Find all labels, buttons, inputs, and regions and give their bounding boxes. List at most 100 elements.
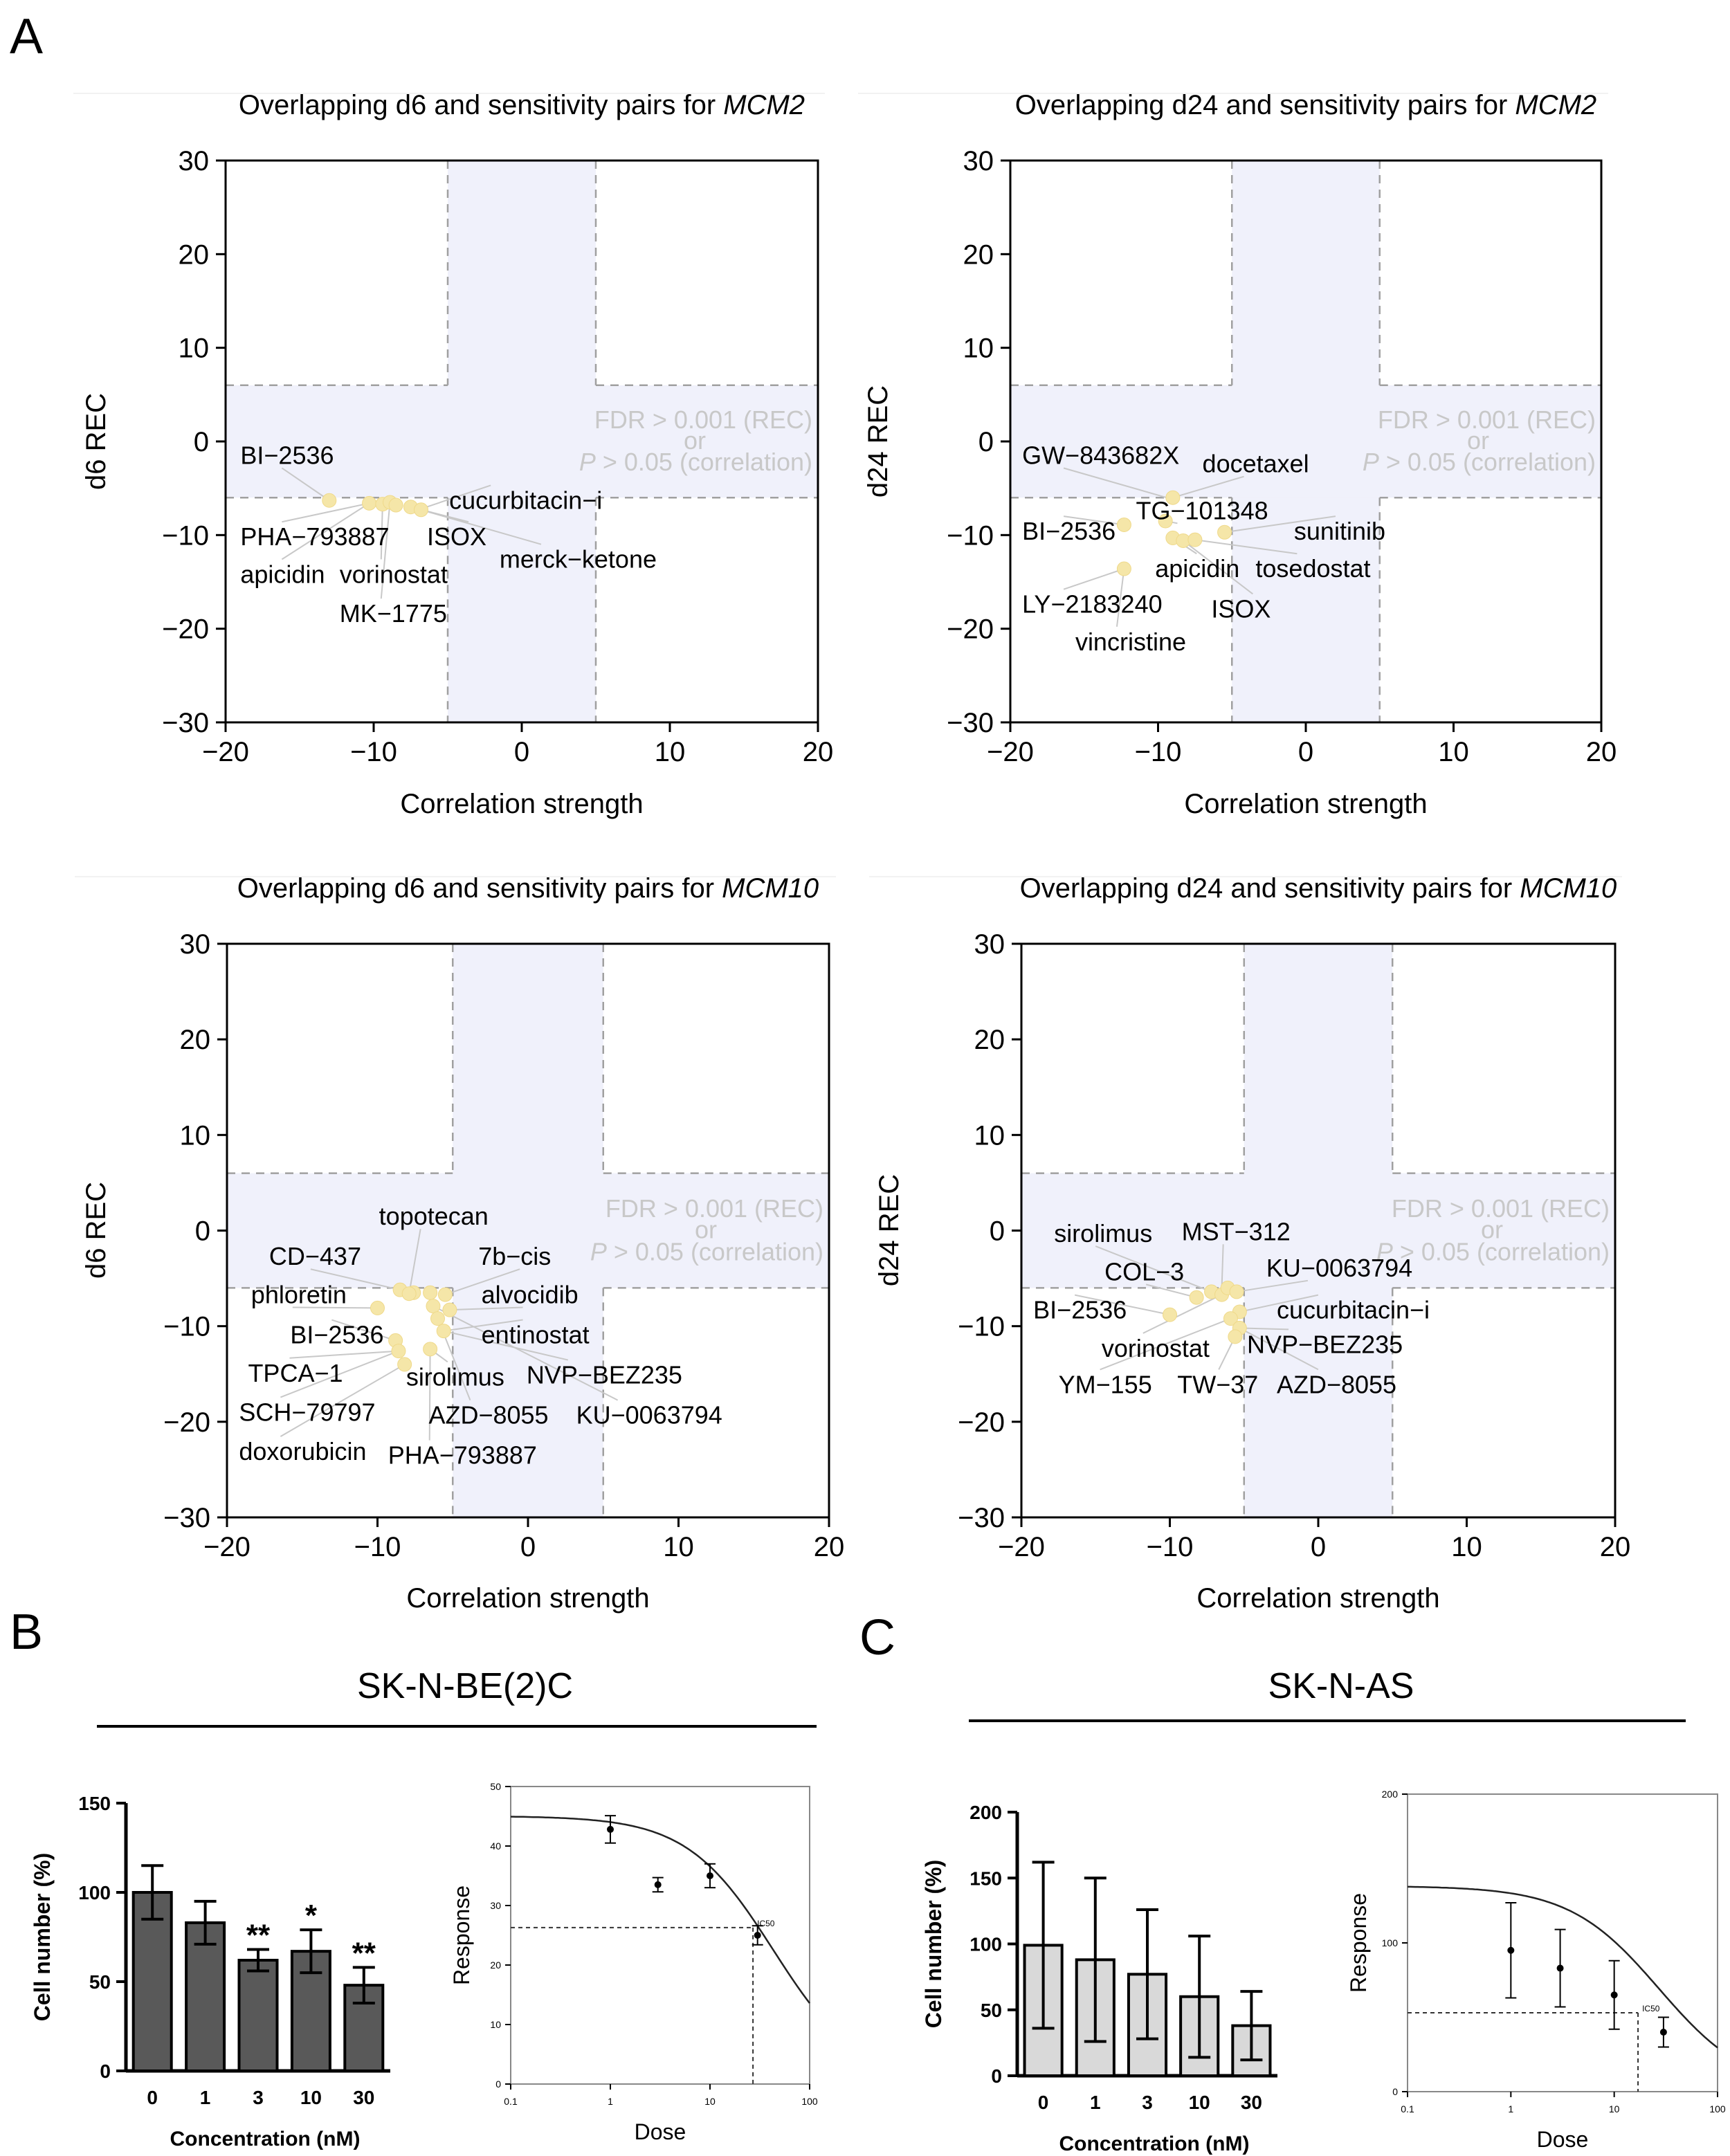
leader-line xyxy=(280,1350,399,1398)
point-label: COL−3 xyxy=(1104,1257,1184,1286)
plot-title-gene: MCM2 xyxy=(1515,90,1596,120)
dose-point xyxy=(654,1881,662,1888)
plot-title: Overlapping d24 and sensitivity pairs fo… xyxy=(1015,90,1596,120)
point-label: BI−2536 xyxy=(290,1321,383,1349)
data-point xyxy=(322,493,337,508)
dose-panel-sknbe2c-dose: 0.1 1 10 100 0 10 20 30 40 50 Dose Response IC50 xyxy=(449,1781,818,2144)
plot-title: Overlapping d6 and sensitivity pairs for… xyxy=(237,873,819,904)
dose-point xyxy=(1507,1946,1515,1954)
leader-line xyxy=(443,1330,569,1361)
data-point xyxy=(437,1287,453,1302)
x-tick-label: 10 xyxy=(1189,2092,1210,2113)
annotation-p-rest: > 0.05 (correlation) xyxy=(607,1237,823,1266)
annotation-fdr: FDR > 0.001 (REC) xyxy=(606,1194,823,1223)
plot-title-gene: MCM10 xyxy=(722,873,819,904)
point-label: cucurbitacin−i xyxy=(449,486,602,514)
y-tick-label: 10 xyxy=(974,1120,1005,1151)
x-tick-label: 1 xyxy=(608,2096,613,2107)
dose-point xyxy=(1556,1964,1564,1972)
y-tick-label: −10 xyxy=(163,1312,210,1342)
y-tick-label: 20 xyxy=(180,1025,211,1055)
leader-line xyxy=(1172,475,1244,499)
bar xyxy=(237,1959,279,2073)
data-point xyxy=(1163,1307,1177,1322)
x-tick-label: 0 xyxy=(147,2087,158,2108)
leader-line xyxy=(1063,515,1124,526)
annotation-p-symbol: P xyxy=(579,448,596,476)
leader-line xyxy=(445,1268,520,1296)
leader-line xyxy=(449,1306,523,1311)
data-point xyxy=(423,1342,438,1357)
y-tick-label: 0 xyxy=(194,427,209,457)
significance-marker: ** xyxy=(352,1936,376,1970)
annotation-fdr: FDR > 0.001 (REC) xyxy=(1378,405,1596,434)
data-point xyxy=(388,497,403,513)
y-axis-label: d24 REC xyxy=(863,385,893,497)
leader-line xyxy=(421,509,542,545)
plot-title-prefix: Overlapping d24 and sensitivity pairs fo… xyxy=(1020,873,1520,904)
fit-curve xyxy=(1408,1885,1718,2049)
x-axis-label: Correlation strength xyxy=(1196,1583,1439,1614)
point-label: vorinostat xyxy=(340,560,448,588)
y-tick-label: 20 xyxy=(179,239,210,270)
dose-point xyxy=(607,1825,614,1833)
data-point xyxy=(1187,532,1203,547)
data-point xyxy=(430,1311,445,1326)
dose-point xyxy=(754,1932,761,1939)
shade-horizontal xyxy=(1010,385,1601,498)
data-point xyxy=(370,1300,385,1315)
leader-line xyxy=(1116,568,1125,627)
x-tick-label: −10 xyxy=(354,1532,401,1562)
point-label: BI−2536 xyxy=(1022,517,1116,545)
leader-line xyxy=(281,502,370,560)
x-tick-label: 20 xyxy=(814,1532,845,1562)
x-tick-label: −10 xyxy=(1147,1532,1194,1562)
annotation-p-symbol: P xyxy=(1363,448,1379,476)
data-point xyxy=(413,502,428,518)
point-label: vorinostat xyxy=(1102,1334,1210,1362)
leader-line xyxy=(1074,1294,1170,1316)
leader-line xyxy=(310,1268,401,1291)
leader-line xyxy=(289,1350,399,1359)
x-tick-label: −20 xyxy=(203,1532,251,1562)
data-point xyxy=(1165,490,1181,505)
annotation-p: P > 0.05 (correlation) xyxy=(590,1237,823,1266)
y-tick-label: −20 xyxy=(163,1407,210,1438)
point-label: AZD−8055 xyxy=(1277,1370,1396,1398)
leader-line xyxy=(1239,1294,1319,1313)
point-label: entinostat xyxy=(482,1321,590,1349)
leader-line xyxy=(280,1364,406,1437)
y-axis-label: Cell number (%) xyxy=(921,1860,946,2029)
y-tick-label: 30 xyxy=(963,146,994,176)
y-axis-label: Cell number (%) xyxy=(30,1853,55,2022)
annotation-p-symbol: P xyxy=(590,1237,607,1266)
ic50-label: IC50 xyxy=(757,1919,775,1928)
data-point xyxy=(1116,561,1131,576)
x-tick-label: 0 xyxy=(1298,737,1313,767)
data-point xyxy=(1229,1284,1244,1299)
point-label: MK−1775 xyxy=(340,599,447,628)
point-label: AZD−8055 xyxy=(428,1401,548,1429)
plot-title-gene: MCM10 xyxy=(1520,873,1617,904)
dose-panel-sknas-dose: 0.1 1 10 100 0 100 200 Dose Response IC50 xyxy=(1346,1789,1726,2152)
data-point xyxy=(423,1285,438,1300)
point-label: tosedostat xyxy=(1255,554,1370,583)
y-tick-label: 20 xyxy=(974,1025,1005,1055)
y-tick-label: 100 xyxy=(78,1882,111,1903)
point-label: NVP−BEZ235 xyxy=(527,1361,682,1389)
leader-line xyxy=(421,484,491,510)
y-tick-label: 0 xyxy=(195,1216,210,1247)
y-tick-label: 0 xyxy=(990,1216,1005,1247)
y-axis-label: Response xyxy=(449,1885,474,1985)
point-label: NVP−BEZ235 xyxy=(1247,1330,1403,1358)
data-point xyxy=(362,495,377,511)
data-point xyxy=(1116,517,1131,532)
y-tick-label: 0 xyxy=(978,427,994,457)
point-label: apicidin xyxy=(240,560,325,588)
data-point xyxy=(426,1299,441,1314)
x-tick-label: 0 xyxy=(514,737,529,767)
leader-line xyxy=(1239,1327,1319,1371)
y-tick-label: 30 xyxy=(180,929,211,960)
y-tick-label: −30 xyxy=(162,708,209,738)
plot-title-prefix: Overlapping d6 and sensitivity pairs for xyxy=(239,90,723,120)
